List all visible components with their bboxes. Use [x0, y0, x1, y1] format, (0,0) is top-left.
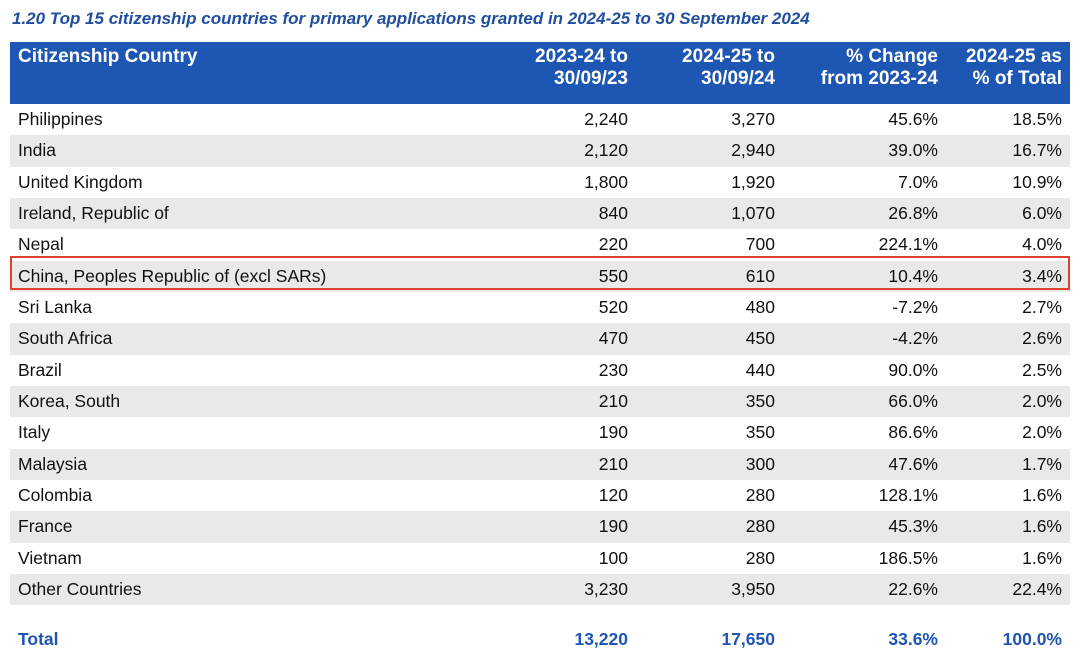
- table-row: Ireland, Republic of 840 1,070 26.8% 6.0%: [10, 197, 1070, 230]
- table-row: Philippines 2,240 3,270 45.6% 18.5%: [18, 109, 1062, 130]
- header-percent-of-total: 2024-25 as % of Total: [965, 46, 1062, 89]
- table-row: Vietnam 100 280 186.5% 1.6%: [18, 547, 1062, 568]
- header-2024-25: 2024-25 to 30/09/24: [682, 46, 775, 89]
- table-total-row: Total 13,220 17,650 33.6% 100.0%: [10, 623, 1070, 655]
- table-row: Sri Lanka 520 480 -7.2% 2.7%: [18, 297, 1062, 318]
- total-percent-of-total: 100.0%: [1002, 628, 1062, 649]
- table-header: Citizenship Country 2023-24 to 30/09/23 …: [10, 42, 1070, 104]
- total-percent-change: 33.6%: [888, 628, 938, 649]
- table-row: France 190 280 45.3% 1.6%: [10, 511, 1070, 543]
- table-body: Philippines 2,240 3,270 45.6% 18.5% India 2,1…: [10, 104, 1070, 606]
- header-2023-24: 2023-24 to 30/09/23: [535, 46, 628, 89]
- table-row: Nepal 220 700 224.1% 4.0%: [18, 234, 1062, 255]
- table-row: Brazil 230 440 90.0% 2.5%: [18, 359, 1062, 380]
- table-row: South Africa 470 450 -4.2% 2.6%: [10, 323, 1070, 355]
- header-citizenship-country: Citizenship Country: [18, 46, 198, 67]
- citizenship-table: Citizenship Country 2023-24 to 30/09/23 …: [10, 42, 1070, 655]
- table-row: Other Countries 3,230 3,950 22.6% 22.4%: [10, 573, 1070, 606]
- total-2023-24: 13,220: [574, 628, 628, 649]
- total-2024-25: 17,650: [721, 628, 775, 649]
- table-row: India 2,120 2,940 39.0% 16.7%: [10, 135, 1070, 167]
- table-row: Malaysia 210 300 47.6% 1.7%: [10, 448, 1070, 480]
- header-percent-change: % Change from 2023-24: [820, 46, 938, 89]
- total-label: Total: [18, 628, 59, 649]
- table-row: Italy 190 350 86.6% 2.0%: [18, 422, 1062, 443]
- table-row: Korea, South 210 350 66.0% 2.0%: [10, 385, 1070, 418]
- table-row: Colombia 120 280 128.1% 1.6%: [18, 485, 1062, 506]
- table-row: United Kingdom 1,800 1,920 7.0% 10.9%: [18, 171, 1062, 192]
- table-title: 1.20 Top 15 citizenship countries for pr…: [12, 9, 810, 28]
- table-row-highlighted: China, Peoples Republic of (excl SARs) 55…: [10, 260, 1070, 292]
